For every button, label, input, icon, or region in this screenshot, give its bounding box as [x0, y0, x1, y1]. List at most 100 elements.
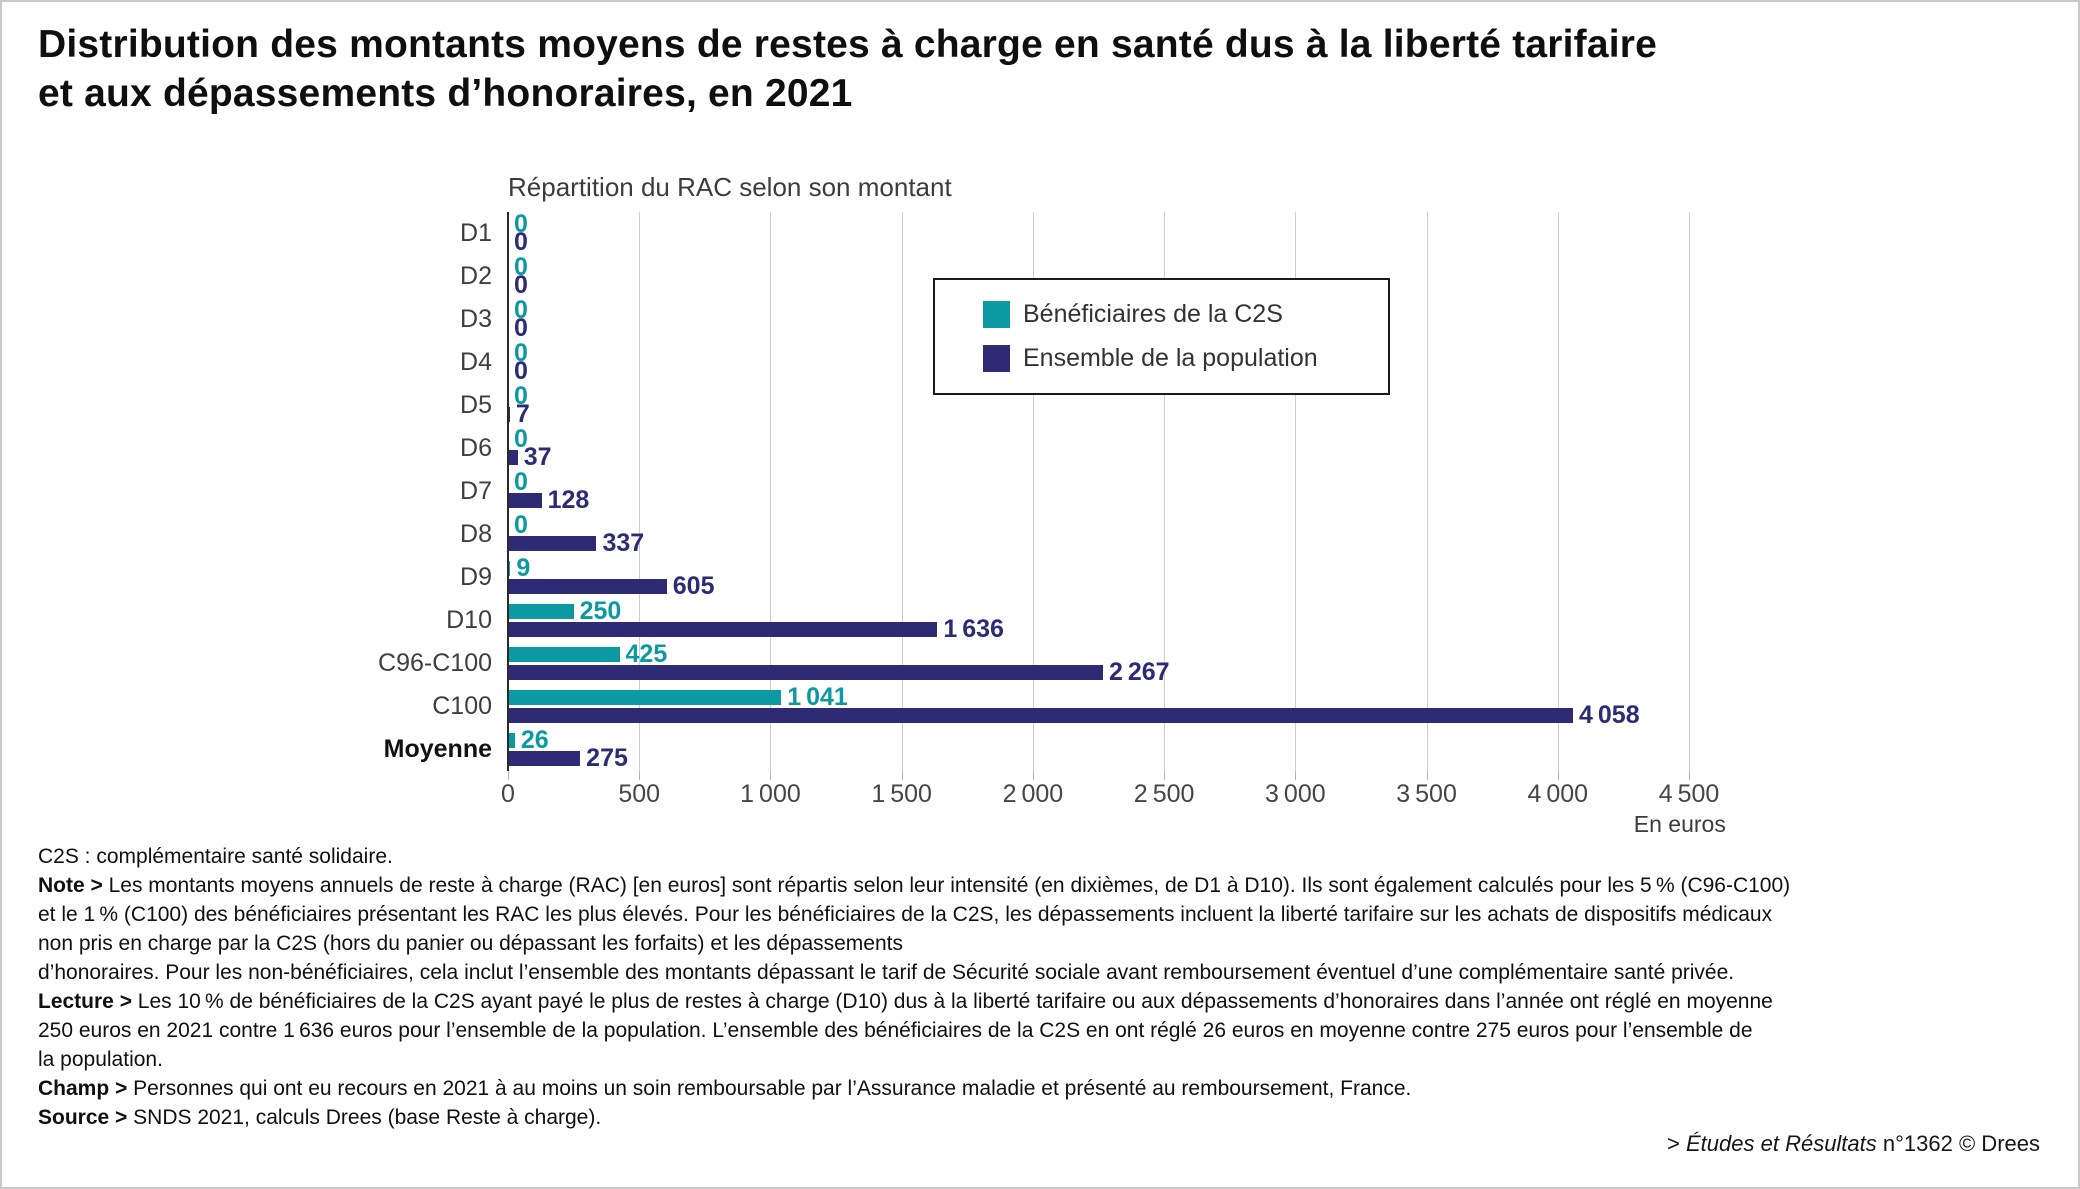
bar-line: 0 [508, 513, 1689, 538]
legend-swatch [983, 301, 1010, 328]
x-tick-mark [1689, 771, 1690, 780]
bar-value-label: 0 [514, 468, 528, 496]
bar-value-label: 26 [520, 726, 549, 754]
bar-rows: 0 0 0 0 0 0 0 0 0 7 0 37 0 128 0 337 9 605 250 1 636 425 2 26… [508, 212, 1689, 771]
bar-value-label: 0 [514, 271, 528, 299]
x-tick-label: 0 [501, 780, 515, 808]
x-tick-label: 2 500 [1133, 780, 1195, 808]
bar-value-label: 605 [672, 572, 715, 600]
x-tick-mark [901, 771, 903, 780]
x-tick-mark [770, 771, 772, 780]
gridline [1689, 212, 1690, 771]
x-tick-label: 500 [618, 780, 661, 808]
bar-value-label: 0 [514, 253, 528, 281]
bar-line: 1 041 [508, 683, 1689, 711]
category-label: D10 [446, 606, 492, 634]
category-label: D8 [460, 520, 492, 548]
bar-value-label: 425 [625, 640, 668, 668]
category-label: D9 [460, 563, 492, 591]
bar [508, 493, 542, 508]
footnote-line: 250 euros en 2021 contre 1 636 euros pou… [38, 1019, 1753, 1042]
gridline [901, 212, 903, 771]
bar-line: 0 [508, 314, 1689, 342]
footnote-line: Champ > Personnes qui ont eu recours en … [38, 1077, 1412, 1100]
bar-group-moyenne: 26 275 [508, 728, 1689, 771]
legend-item-population: Ensemble de la population [983, 344, 1378, 373]
category-label: D3 [460, 305, 492, 333]
bar-group-c100: 1 041 4 058 [508, 685, 1689, 728]
bar [508, 665, 1103, 680]
legend-swatch [983, 345, 1010, 372]
bar-value-label: 0 [514, 425, 528, 453]
bar-value-label: 275 [586, 744, 628, 772]
bar-line: 605 [508, 572, 1689, 600]
publication-credit: > Études et Résultats n°1362 © Drees [1667, 1131, 2040, 1157]
category-label: D5 [460, 391, 492, 419]
x-tick-label: 1 000 [740, 780, 801, 808]
figure-title-line1: Distribution des montants moyens de rest… [38, 23, 1658, 66]
bar-value-label: 128 [547, 486, 590, 514]
bar-line: 0 [508, 296, 1689, 324]
bar-line: 128 [508, 486, 1689, 514]
bar-value-label: 1 041 [787, 683, 848, 711]
bar-value-label: 0 [514, 314, 528, 342]
bar-line: 1 636 [508, 617, 1689, 642]
bar-line: 425 [508, 640, 1689, 668]
bar-line: 2 267 [508, 658, 1689, 686]
bar-group-d8: 0 337 [508, 513, 1689, 556]
category-label: D2 [460, 262, 492, 290]
bar [508, 751, 581, 766]
figure-title-line2: et aux dépassements d’honoraires, en 202… [38, 72, 853, 115]
category-label: D6 [460, 434, 492, 462]
gridlines [508, 212, 1690, 771]
x-tick-mark [639, 771, 641, 780]
bar-group-c96-c100: 425 2 267 [508, 642, 1689, 685]
x-tick-mark [1557, 771, 1559, 780]
footnote-line: Source > SNDS 2021, calculs Drees (base … [38, 1106, 602, 1129]
bar-line: 4 058 [508, 701, 1689, 729]
x-tick-mark [1032, 771, 1034, 780]
bar-line: 9 [508, 554, 1689, 582]
chart-subtitle: Répartition du RAC selon son montant [508, 172, 952, 202]
footnote-line: Lecture > Les 10 % de bénéficiaires de l… [38, 990, 1773, 1013]
category-label: D1 [460, 219, 492, 247]
footnote-line: et le 1 % (C100) des bénéficiaires prése… [38, 903, 1773, 926]
bar-line: 337 [508, 531, 1689, 556]
bar-value-label: 0 [514, 382, 528, 410]
bar-line: 0 [508, 341, 1689, 366]
bar-group-d6: 0 37 [508, 427, 1689, 470]
bar-line: 0 [508, 230, 1689, 255]
y-axis-line [507, 212, 509, 771]
bar-value-label: 2 267 [1108, 658, 1170, 686]
bar-value-label: 0 [514, 210, 528, 238]
gridline [1426, 212, 1428, 771]
x-tick-mark [1426, 771, 1428, 780]
x-tick-label: 2 000 [1002, 780, 1064, 808]
x-tick-label: 4 500 [1658, 780, 1720, 808]
bar-line: 0 [508, 425, 1689, 453]
bar-value-label: 9 [516, 554, 531, 582]
bar [508, 690, 782, 705]
footnote-line: la population. [38, 1048, 163, 1071]
bar-value-label: 4 058 [1578, 701, 1640, 729]
x-tick-mark [1164, 771, 1166, 780]
footnote-line: Note > Les montants moyens annuels de re… [38, 874, 1791, 897]
x-tick-label: 4 000 [1527, 780, 1589, 808]
category-label: D4 [460, 348, 492, 376]
gridline [639, 212, 641, 771]
bar-value-label: 0 [514, 296, 528, 324]
footnotes: C2S : complémentaire santé solidaire. Not… [38, 842, 2044, 1132]
bar [508, 647, 620, 662]
gridline [1032, 212, 1034, 771]
x-axis-unit: En euros [1633, 811, 1726, 837]
bar-line: 26 [508, 726, 1689, 754]
bar-line: 0 [508, 468, 1689, 496]
bar-value-label: 37 [523, 443, 552, 471]
credit-series-name: Études et Résultats [1686, 1131, 1877, 1156]
bar-line: 0 [508, 271, 1689, 299]
bar-line: 0 [508, 210, 1689, 238]
bar [508, 561, 511, 576]
